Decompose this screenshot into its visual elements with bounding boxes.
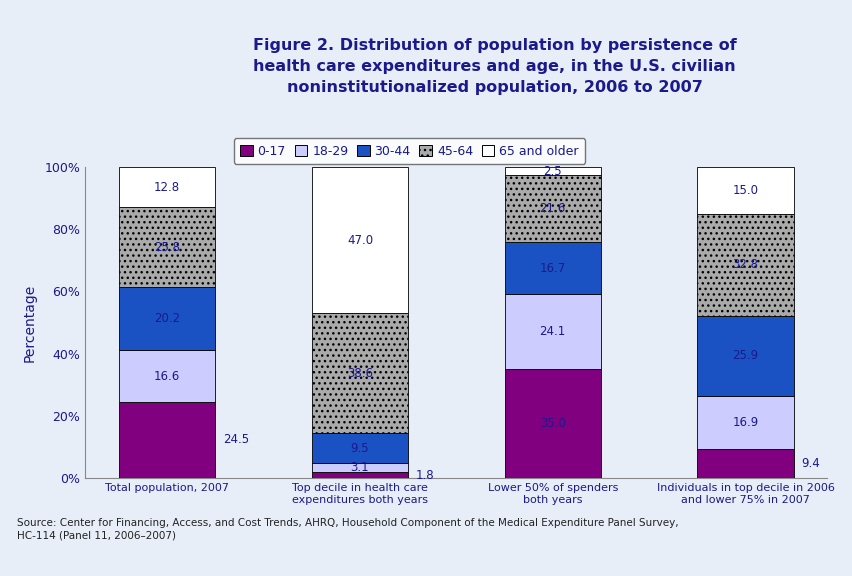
Text: 16.6: 16.6 [154, 370, 180, 382]
Text: 9.5: 9.5 [350, 442, 369, 454]
Bar [119, 350, 216, 402]
Text: 21.6: 21.6 [539, 202, 565, 215]
Bar [504, 168, 600, 175]
Text: 38.6: 38.6 [347, 367, 372, 380]
Text: Figure 2. Distribution of population by persistence of
health care expenditures : Figure 2. Distribution of population by … [252, 38, 736, 94]
Text: 16.9: 16.9 [732, 416, 757, 429]
Text: 47.0: 47.0 [347, 234, 372, 247]
Text: 12.8: 12.8 [154, 181, 180, 194]
Bar [696, 214, 792, 316]
Bar [119, 168, 216, 207]
Text: 1.8: 1.8 [416, 469, 434, 482]
Bar [312, 167, 408, 313]
Text: 9.4: 9.4 [800, 457, 819, 470]
Text: 2.5: 2.5 [543, 165, 561, 178]
Bar [504, 242, 600, 294]
Bar [696, 316, 792, 396]
Text: Source: Center for Financing, Access, and Cost Trends, AHRQ, Household Component: Source: Center for Financing, Access, an… [17, 518, 678, 540]
Bar [504, 294, 600, 369]
Text: 15.0: 15.0 [732, 184, 757, 197]
Text: 20.2: 20.2 [154, 312, 180, 325]
Bar [696, 167, 792, 214]
Bar [312, 433, 408, 463]
Bar [312, 472, 408, 478]
Text: 32.8: 32.8 [732, 258, 757, 271]
Text: 35.0: 35.0 [539, 417, 565, 430]
Legend: 0-17, 18-29, 30-44, 45-64, 65 and older: 0-17, 18-29, 30-44, 45-64, 65 and older [233, 138, 584, 164]
Bar [696, 396, 792, 449]
Bar [312, 463, 408, 472]
Bar [119, 207, 216, 287]
Y-axis label: Percentage: Percentage [22, 283, 36, 362]
Bar [119, 402, 216, 478]
Text: 16.7: 16.7 [539, 262, 565, 275]
Text: 25.8: 25.8 [154, 241, 180, 254]
Bar [504, 175, 600, 242]
Text: 24.1: 24.1 [539, 325, 565, 338]
Bar [504, 369, 600, 478]
Text: 24.5: 24.5 [223, 434, 249, 446]
Text: 25.9: 25.9 [732, 350, 757, 362]
Text: 3.1: 3.1 [350, 461, 369, 474]
Bar [312, 313, 408, 433]
Bar [696, 449, 792, 478]
Bar [119, 287, 216, 350]
